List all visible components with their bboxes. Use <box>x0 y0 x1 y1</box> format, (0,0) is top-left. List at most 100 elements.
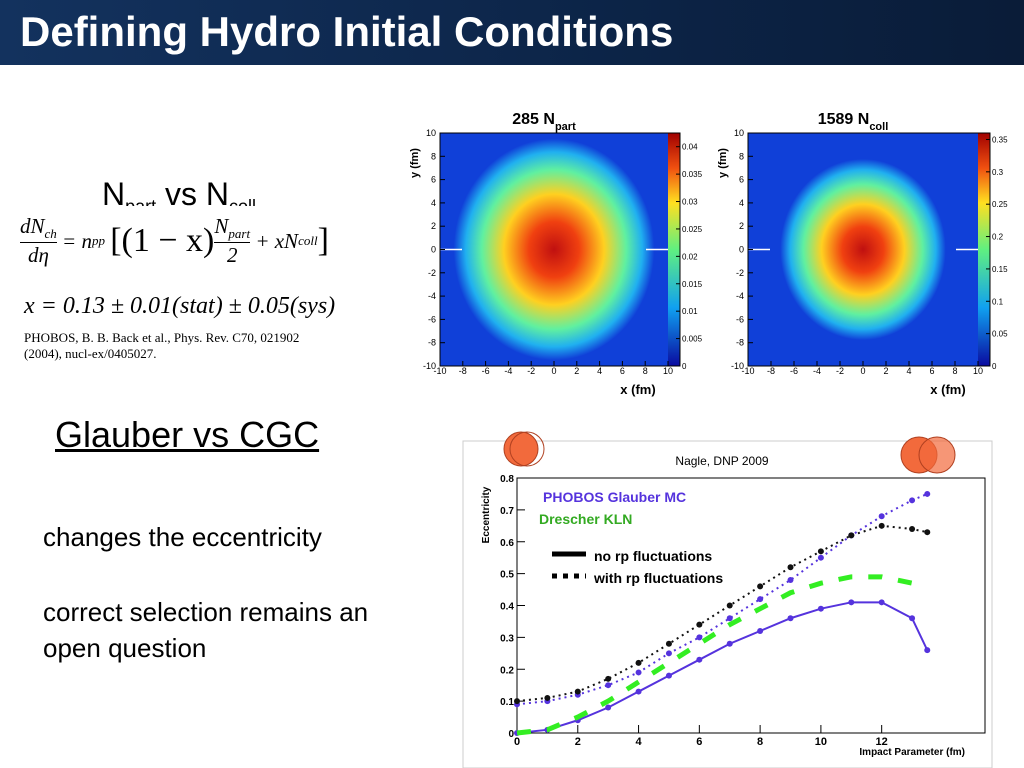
t: [(1 − x) <box>110 222 215 259</box>
x-tick-label: -4 <box>813 366 821 376</box>
y-tick-label: 0.4 <box>500 602 514 613</box>
x-tick-label: -6 <box>482 366 490 376</box>
t: ] <box>317 222 329 259</box>
bullet: changes the eccentricity <box>43 522 322 552</box>
x-tick-label: 0 <box>514 736 520 748</box>
point <box>878 513 885 520</box>
z-tick-label: 0.25 <box>992 200 1008 209</box>
t: pp <box>91 233 105 248</box>
x-tick-label: -2 <box>836 366 844 376</box>
point <box>757 583 764 590</box>
z-tick-label: 0.04 <box>682 143 698 152</box>
point <box>665 650 672 657</box>
series-line <box>516 524 928 703</box>
point <box>574 688 581 695</box>
point <box>726 615 733 622</box>
x-tick-label: -6 <box>790 366 798 376</box>
t: part <box>555 121 576 133</box>
z-tick-label: 0.01 <box>682 307 698 316</box>
y-tick-label: 8 <box>431 151 436 161</box>
t: 1589 N <box>818 111 870 128</box>
fraction: dNch dη <box>20 214 57 268</box>
y-tick-label: -6 <box>428 314 436 324</box>
x-tick-label: 8 <box>952 366 957 376</box>
point <box>726 602 733 609</box>
y-tick-label: 4 <box>739 198 744 208</box>
x-tick-label: 12 <box>876 736 888 748</box>
heatmap-blob <box>453 138 655 361</box>
heatmap-blob <box>780 158 946 341</box>
point <box>696 621 703 628</box>
x-tick-label: 6 <box>929 366 934 376</box>
z-tick-label: 0 <box>682 362 687 371</box>
y-axis-label: y (fm) <box>409 148 421 178</box>
t: = n <box>62 228 92 253</box>
z-tick-label: 0.35 <box>992 135 1008 144</box>
x-tick-label: 0 <box>860 366 865 376</box>
z-tick-label: 0.025 <box>682 225 703 234</box>
point <box>514 698 520 705</box>
y-tick-label: 0.6 <box>500 538 514 549</box>
point <box>924 647 931 654</box>
point <box>665 640 672 647</box>
z-tick-label: 0.02 <box>682 252 698 261</box>
point <box>696 634 703 641</box>
series-line <box>516 493 928 706</box>
point <box>757 596 764 603</box>
x-tick-label: 6 <box>696 736 702 748</box>
y-tick-label: 8 <box>739 151 744 161</box>
title-bar: Defining Hydro Initial Conditions <box>0 0 1024 65</box>
section: Glauber vs CGC <box>55 414 320 455</box>
y-tick-label: -2 <box>736 268 744 278</box>
t: PHOBOS, B. B. Back et al., Phys. Rev. C7… <box>24 330 300 345</box>
x-tick-label: -2 <box>527 366 535 376</box>
x-axis-label: x (fm) <box>930 382 965 397</box>
point <box>544 694 551 701</box>
point <box>878 599 885 606</box>
point <box>635 688 642 695</box>
z-tick-label: 0.1 <box>992 297 1004 306</box>
y-tick-label: 0.5 <box>500 570 514 581</box>
legend-label: with rp fluctuations <box>593 570 723 586</box>
z-tick-label: 0.005 <box>682 335 703 344</box>
y-tick-label: -8 <box>428 338 436 348</box>
icon <box>918 436 956 474</box>
model-label: PHOBOS Glauber MC <box>543 489 686 505</box>
y-axis-label: y (fm) <box>717 148 729 178</box>
point <box>757 628 764 634</box>
y-tick-label: -10 <box>423 361 436 371</box>
y-tick-label: -10 <box>731 361 744 371</box>
point <box>696 656 703 663</box>
x-tick-label: 8 <box>643 366 648 376</box>
z-tick-label: 0.05 <box>992 330 1008 339</box>
point <box>924 490 931 497</box>
y-tick-label: 0 <box>739 245 744 255</box>
x-tick-label: 4 <box>635 736 642 748</box>
point <box>817 605 824 612</box>
point <box>787 577 794 583</box>
x-tick-label: 4 <box>597 366 602 376</box>
x-tick-label: 8 <box>757 736 763 748</box>
fraction: Npart 2 <box>214 213 251 268</box>
colorbar <box>978 133 990 366</box>
z-tick-label: 0 <box>992 362 997 371</box>
y-tick-label: 0.3 <box>500 633 514 644</box>
point <box>605 682 612 689</box>
point <box>635 659 642 666</box>
point <box>787 564 794 571</box>
x-tick-label: 6 <box>620 366 625 376</box>
y-tick-label: 10 <box>734 128 744 138</box>
point <box>848 532 855 539</box>
y-tick-label: -4 <box>736 291 744 301</box>
x-tick-label: -10 <box>433 366 446 376</box>
t: (2004), nucl-ex/0405027. <box>24 346 157 361</box>
z-tick-label: 0.03 <box>682 198 698 207</box>
model-label: Drescher KLN <box>539 511 632 527</box>
point <box>605 704 612 711</box>
t: + xN <box>255 228 299 253</box>
t: 285 N <box>512 111 555 128</box>
point <box>909 497 916 504</box>
point <box>817 548 824 555</box>
t: N <box>214 213 229 238</box>
